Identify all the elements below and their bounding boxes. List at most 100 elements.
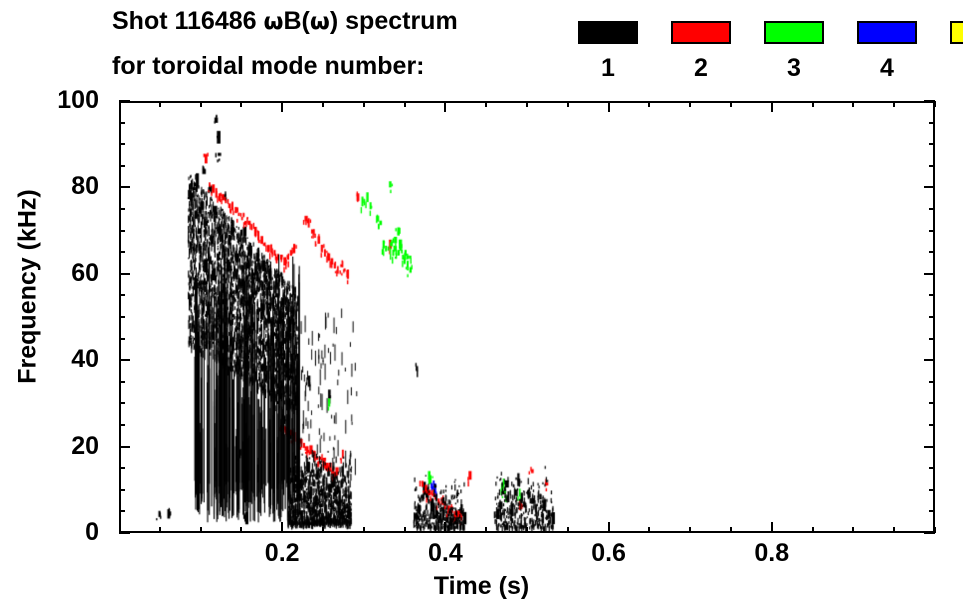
x-tick-0.55 — [567, 527, 569, 533]
y-tick-15 — [119, 467, 125, 469]
x-tick-label-0.2: 0.2 — [264, 539, 300, 567]
y-tick-right-10 — [929, 489, 935, 491]
x-tick-top-0.35 — [404, 101, 406, 107]
x-tick-top-0.65 — [648, 101, 650, 107]
x-tick-top-0.15 — [240, 101, 242, 107]
y-tick-right-85 — [929, 165, 935, 167]
y-tick-right-90 — [929, 143, 935, 145]
figure-title-line-1: Shot 116486 ωB(ω) spectrum — [112, 7, 458, 36]
y-tick-5 — [119, 510, 125, 512]
title-suffix: ) spectrum — [329, 7, 458, 35]
x-tick-0.45 — [485, 527, 487, 533]
x-tick-top-0.5 — [526, 101, 528, 107]
legend-label-2: 2 — [694, 54, 708, 82]
legend-label-4: 4 — [880, 54, 894, 82]
legend-item-2[interactable]: 2 — [671, 18, 735, 93]
y-tick-50 — [119, 316, 125, 318]
y-tick-30 — [119, 402, 125, 404]
y-tick-35 — [119, 381, 125, 383]
y-tick-right-100 — [924, 100, 935, 102]
y-tick-right-40 — [924, 359, 935, 361]
x-tick-top-0.2 — [281, 101, 283, 112]
y-tick-right-45 — [929, 338, 935, 340]
legend-item-1[interactable]: 1 — [578, 18, 642, 93]
legend-label-3: 3 — [787, 54, 801, 82]
legend-swatch-4 — [857, 21, 917, 44]
x-tick-top-0.4 — [444, 101, 446, 112]
x-tick-top-0.9 — [852, 101, 854, 107]
y-tick-right-50 — [929, 316, 935, 318]
spectrogram-canvas — [121, 103, 933, 531]
x-tick-top-0.25 — [322, 101, 324, 107]
y-tick-label-20: 20 — [71, 431, 99, 460]
x-tick-label-0.8: 0.8 — [754, 539, 790, 567]
y-tick-40 — [119, 359, 130, 361]
y-tick-label-80: 80 — [71, 172, 99, 201]
y-tick-100 — [119, 100, 130, 102]
y-tick-90 — [119, 143, 125, 145]
y-tick-right-80 — [924, 186, 935, 188]
legend: 1 2 3 4 5 — [578, 18, 963, 93]
y-tick-right-95 — [929, 122, 935, 124]
x-tick-top-0.05 — [159, 101, 161, 107]
x-tick-top-0.7 — [689, 101, 691, 107]
x-tick-top-0.1 — [200, 101, 202, 107]
y-tick-right-70 — [929, 230, 935, 232]
y-tick-0 — [119, 532, 130, 534]
x-axis-title: Time (s) — [433, 572, 530, 600]
x-tick-top-1 — [934, 101, 936, 107]
x-tick-0.4 — [444, 522, 446, 533]
y-tick-85 — [119, 165, 125, 167]
legend-label-1: 1 — [601, 54, 615, 82]
x-tick-0.75 — [730, 527, 732, 533]
omega-symbol-1: ω — [263, 9, 284, 35]
x-tick-0.6 — [608, 522, 610, 533]
y-tick-label-40: 40 — [71, 345, 99, 374]
y-tick-55 — [119, 294, 125, 296]
y-tick-label-100: 100 — [57, 86, 99, 114]
y-tick-right-30 — [929, 402, 935, 404]
x-tick-0.5 — [526, 527, 528, 533]
y-tick-45 — [119, 338, 125, 340]
x-tick-0.95 — [893, 527, 895, 533]
y-tick-right-15 — [929, 467, 935, 469]
y-tick-80 — [119, 186, 130, 188]
y-tick-25 — [119, 424, 125, 426]
legend-swatch-3 — [764, 21, 824, 44]
y-tick-70 — [119, 230, 125, 232]
x-tick-0.65 — [648, 527, 650, 533]
legend-item-4[interactable]: 4 — [857, 18, 921, 93]
x-tick-top-0.85 — [812, 101, 814, 107]
legend-item-3[interactable]: 3 — [764, 18, 828, 93]
y-axis-title: Frequency (kHz) — [13, 189, 42, 384]
y-tick-75 — [119, 208, 125, 210]
x-tick-0.8 — [771, 522, 773, 533]
legend-label-5: 5 — [950, 54, 963, 82]
y-tick-65 — [119, 251, 125, 253]
y-tick-right-75 — [929, 208, 935, 210]
y-tick-20 — [119, 446, 130, 448]
x-tick-top-0.55 — [567, 101, 569, 107]
y-tick-right-5 — [929, 510, 935, 512]
y-tick-right-0 — [924, 532, 935, 534]
x-tick-0.85 — [812, 527, 814, 533]
x-tick-1 — [934, 527, 936, 533]
x-tick-0.2 — [281, 522, 283, 533]
plot-area — [119, 101, 935, 533]
x-tick-top-0.8 — [771, 101, 773, 112]
figure-title-line-2: for toroidal mode number: — [112, 52, 425, 80]
y-tick-right-20 — [924, 446, 935, 448]
x-tick-top-0.75 — [730, 101, 732, 107]
legend-swatch-1 — [578, 21, 638, 44]
x-tick-0.25 — [322, 527, 324, 533]
omega-symbol-2: ω — [309, 9, 330, 35]
x-tick-0.7 — [689, 527, 691, 533]
y-tick-right-35 — [929, 381, 935, 383]
y-tick-right-55 — [929, 294, 935, 296]
x-tick-top-0.3 — [363, 101, 365, 107]
legend-item-5[interactable]: 5 — [950, 18, 963, 93]
x-tick-0.9 — [852, 527, 854, 533]
y-tick-10 — [119, 489, 125, 491]
legend-swatch-2 — [671, 21, 731, 44]
x-tick-0.35 — [404, 527, 406, 533]
